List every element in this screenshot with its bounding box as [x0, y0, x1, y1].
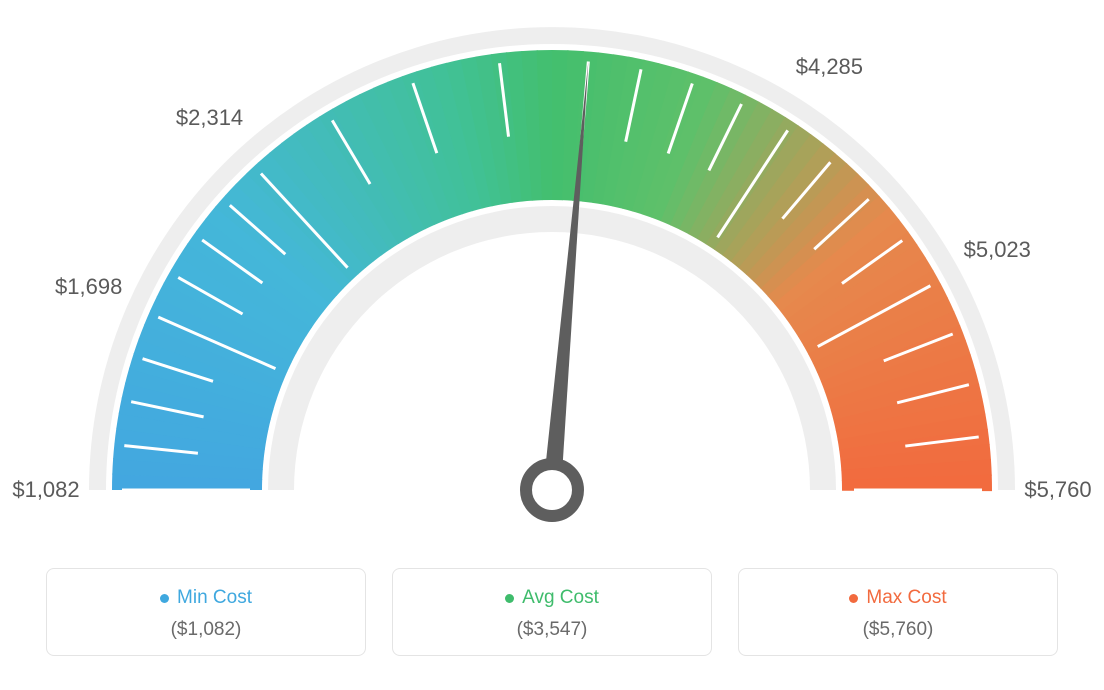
legend-title: Min Cost	[160, 587, 252, 609]
legend-title-text: Avg Cost	[522, 587, 599, 609]
tick-label: $1,698	[55, 274, 122, 300]
gauge-container: $1,082$1,698$2,314$3,547$4,285$5,023$5,7…	[0, 0, 1104, 560]
tick-label: $5,023	[964, 237, 1031, 263]
tick-label: $5,760	[1024, 477, 1091, 503]
needle-hub	[526, 464, 578, 516]
tick-label: $4,285	[796, 54, 863, 80]
legend-card: Avg Cost ($3,547)	[392, 568, 712, 656]
cost-gauge	[0, 0, 1104, 560]
legend-value: ($3,547)	[413, 619, 691, 641]
legend-value: ($5,760)	[759, 619, 1037, 641]
tick-label: $1,082	[12, 477, 79, 503]
legend-dot-icon	[160, 594, 169, 603]
legend-card: Max Cost ($5,760)	[738, 568, 1058, 656]
legend-value: ($1,082)	[67, 619, 345, 641]
legend-title-text: Max Cost	[866, 587, 946, 609]
tick-label: $2,314	[176, 105, 243, 131]
legend-dot-icon	[849, 594, 858, 603]
legend-title-text: Min Cost	[177, 587, 252, 609]
legend-row: Min Cost ($1,082) Avg Cost ($3,547) Max …	[0, 568, 1104, 656]
legend-dot-icon	[505, 594, 514, 603]
legend-title: Max Cost	[849, 587, 946, 609]
legend-title: Avg Cost	[505, 587, 599, 609]
legend-card: Min Cost ($1,082)	[46, 568, 366, 656]
